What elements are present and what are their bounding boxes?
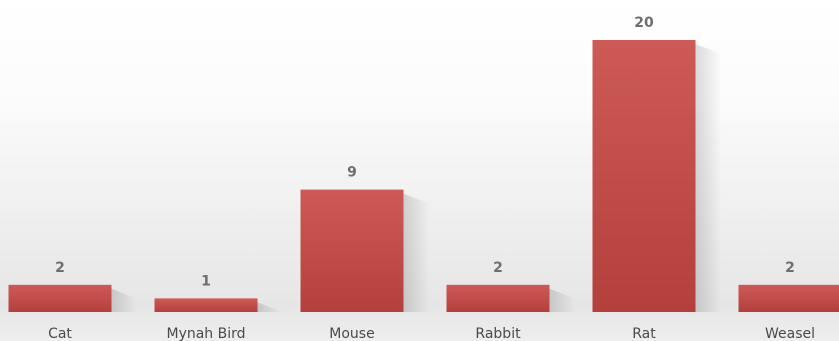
data-label: 1 — [201, 273, 211, 289]
data-label: 9 — [347, 165, 357, 181]
bar-weasel — [738, 284, 839, 312]
bar-shadow — [403, 193, 430, 312]
data-label: 20 — [634, 15, 654, 31]
bar-rat — [592, 40, 696, 312]
data-label: 2 — [785, 260, 795, 276]
bar-mouse — [300, 189, 404, 312]
bar-shadow — [257, 302, 284, 313]
bar-shadow — [549, 288, 576, 312]
bars — [8, 40, 839, 312]
bar-shadows — [111, 44, 722, 313]
category-label: Mouse — [329, 326, 374, 341]
bar-shadow — [695, 44, 722, 312]
bar-shadow — [111, 288, 138, 312]
bar-rabbit — [446, 284, 550, 312]
bar-cat — [8, 284, 112, 312]
category-axis: Cat Mynah Bird Mouse Rabbit Rat Weasel — [48, 326, 815, 341]
category-label: Rat — [632, 326, 656, 341]
bar-mynah-bird — [154, 298, 258, 312]
category-label: Rabbit — [475, 326, 521, 341]
category-label: Mynah Bird — [166, 326, 245, 341]
data-label: 2 — [493, 260, 503, 276]
data-labels: 2 1 9 2 20 2 — [55, 15, 795, 289]
data-label: 2 — [55, 260, 65, 276]
category-label: Weasel — [765, 326, 815, 341]
category-label: Cat — [48, 326, 72, 341]
